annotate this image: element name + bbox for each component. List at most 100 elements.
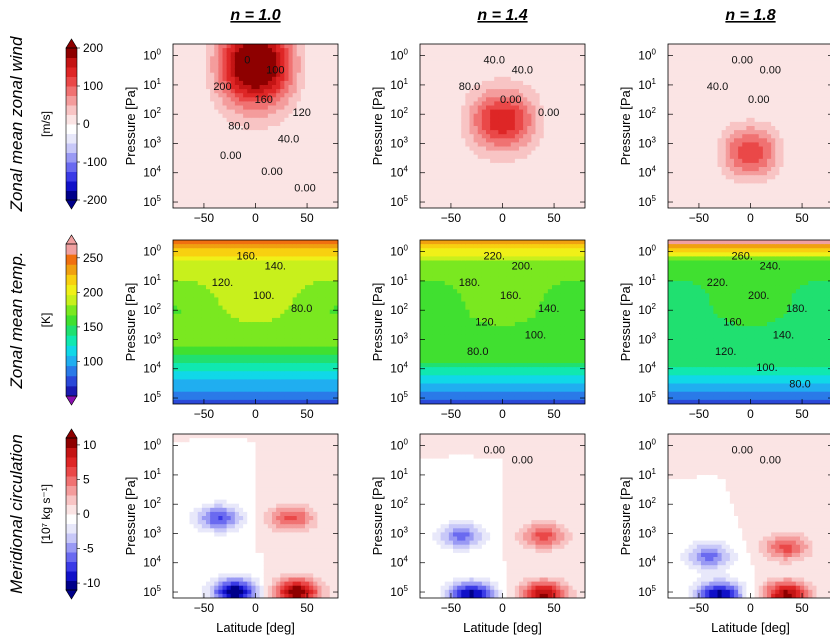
heatmap-cell	[543, 68, 549, 74]
heatmap-cell	[477, 162, 483, 168]
heatmap-cell	[543, 85, 549, 90]
heatmap-cell	[808, 64, 813, 70]
heatmap-cell	[189, 68, 195, 74]
heatmap-cell	[506, 60, 512, 66]
heatmap-cell	[552, 113, 557, 119]
heatmap-cell	[502, 199, 508, 205]
heatmap-cell	[469, 203, 475, 208]
heatmap-cell	[173, 60, 178, 66]
heatmap-cell	[527, 89, 532, 94]
heatmap-cell	[498, 199, 504, 205]
heatmap-cell	[420, 105, 425, 111]
heatmap-cell	[189, 203, 195, 208]
heatmap-cell	[272, 109, 277, 115]
heatmap-cell	[197, 154, 203, 160]
heatmap-cell	[519, 187, 524, 193]
heatmap-cell	[173, 264, 178, 270]
heatmap-cell	[432, 85, 438, 90]
heatmap-cell	[758, 76, 764, 82]
heatmap-cell	[560, 142, 565, 148]
heatmap-cell	[226, 117, 232, 123]
heatmap-cell	[428, 195, 433, 201]
heatmap-cell	[767, 113, 772, 119]
heatmap-cell	[576, 64, 582, 70]
heatmap-cell	[762, 113, 768, 119]
heatmap-cell	[296, 175, 302, 180]
heatmap-cell	[721, 146, 727, 152]
heatmap-cell	[218, 154, 224, 160]
heatmap-cell	[239, 126, 244, 131]
heatmap-cell	[556, 121, 561, 127]
heatmap-cell	[300, 154, 306, 160]
heatmap-cell	[705, 105, 710, 111]
heatmap-cell	[721, 85, 727, 90]
heatmap-cell	[284, 64, 290, 70]
heatmap-cell	[523, 162, 528, 168]
heatmap-cell	[684, 97, 690, 102]
heatmap-cell	[292, 97, 298, 102]
heatmap-cell	[469, 130, 475, 135]
heatmap-cell	[742, 117, 747, 123]
heatmap-cell	[243, 44, 248, 49]
heatmap-cell	[288, 162, 294, 168]
heatmap-cell	[754, 195, 760, 201]
heatmap-cell	[473, 101, 479, 107]
heatmap-cell	[329, 203, 335, 208]
heatmap-cell	[564, 142, 570, 148]
heatmap-cell	[309, 68, 314, 74]
heatmap-cell	[185, 48, 191, 53]
heatmap-cell	[276, 142, 281, 148]
heatmap-cell	[477, 56, 483, 61]
heatmap-cell	[771, 105, 776, 111]
heatmap-cell	[234, 44, 240, 49]
heatmap-cell	[568, 134, 574, 139]
heatmap-cell	[255, 130, 261, 135]
heatmap-cell	[519, 175, 524, 180]
heatmap-cell	[820, 76, 826, 82]
heatmap-cell	[432, 191, 438, 197]
heatmap-cell	[234, 109, 240, 115]
heatmap-cell	[197, 85, 203, 90]
heatmap-cell	[746, 97, 752, 102]
heatmap-cell	[754, 64, 760, 70]
colorbar-segment	[66, 114, 77, 125]
heatmap-cell	[820, 126, 826, 131]
heatmap-cell	[313, 93, 318, 98]
heatmap-cell	[771, 109, 776, 115]
heatmap-cell	[309, 203, 314, 208]
heatmap-cell	[436, 126, 442, 131]
heatmap-cell	[465, 109, 471, 115]
heatmap-cell	[210, 85, 215, 90]
heatmap-cell	[692, 56, 698, 61]
heatmap-cell	[775, 203, 780, 208]
heatmap-cell	[465, 48, 471, 53]
heatmap-cell	[214, 167, 219, 172]
heatmap-cell	[771, 142, 776, 148]
heatmap-cell	[816, 199, 822, 205]
heatmap-cell	[288, 191, 294, 197]
heatmap-cell	[779, 113, 785, 119]
heatmap-cell	[469, 179, 475, 184]
heatmap-cell	[564, 183, 570, 189]
heatmap-cell	[325, 142, 331, 148]
heatmap-cell	[473, 97, 479, 102]
heatmap-cell	[527, 105, 532, 111]
y-tick-label: 102	[638, 106, 656, 121]
heatmap-cell	[263, 44, 269, 49]
heatmap-cell	[527, 68, 532, 74]
heatmap-cell	[672, 64, 677, 70]
heatmap-cell	[676, 68, 681, 74]
heatmap-cell	[486, 171, 491, 176]
heatmap-cell	[742, 195, 747, 201]
heatmap-cell	[284, 183, 290, 189]
heatmap-cell	[564, 158, 570, 164]
heatmap-cell	[189, 56, 195, 61]
heatmap-cell	[243, 64, 248, 70]
heatmap-cell	[824, 48, 830, 53]
heatmap-cell	[754, 121, 760, 127]
heatmap-cell	[498, 203, 504, 208]
heatmap-cell	[292, 175, 298, 180]
heatmap-cell	[465, 171, 471, 176]
heatmap-cell	[494, 126, 499, 131]
